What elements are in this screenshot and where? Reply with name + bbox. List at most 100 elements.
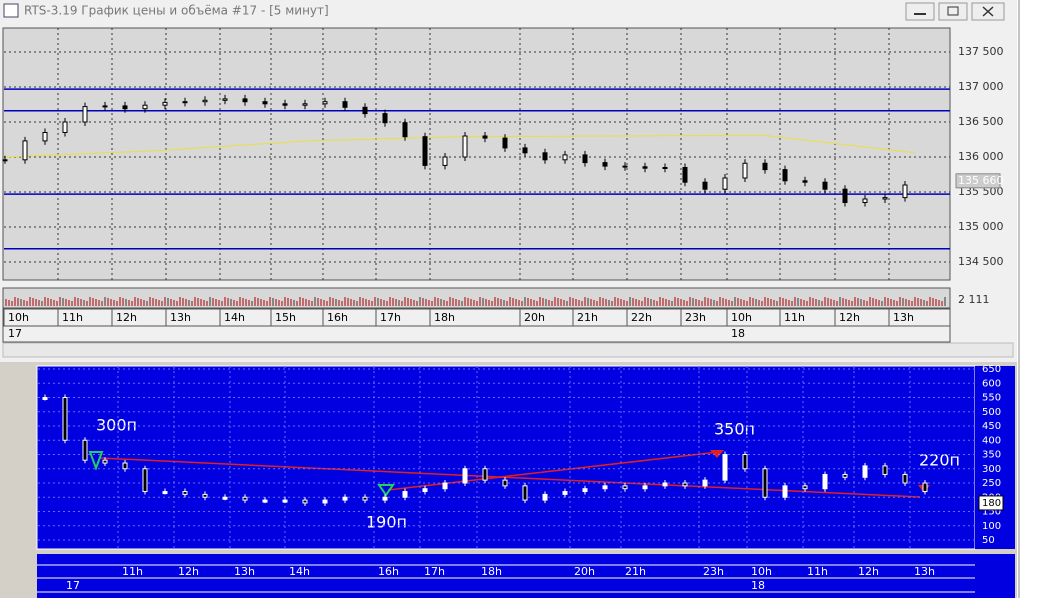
maximize-icon [947, 6, 959, 16]
candle [662, 167, 668, 169]
candle [42, 132, 48, 142]
bar [442, 482, 448, 490]
bar [762, 468, 768, 498]
y-tick-label: 137 500 [958, 45, 1004, 58]
bar [362, 496, 368, 501]
bar [602, 485, 608, 490]
candle [542, 152, 548, 161]
x-tick-label: 13h [893, 311, 914, 324]
bar [562, 491, 568, 495]
candle [202, 99, 208, 103]
candle [702, 181, 708, 190]
x-tick-label: 20h [574, 565, 595, 578]
x-tick-label: 23h [685, 311, 706, 324]
bar [922, 482, 928, 493]
candle [422, 136, 428, 166]
y-tick-label: 135 000 [958, 220, 1004, 233]
x-tick-label: 17h [380, 311, 401, 324]
spread-axis [975, 366, 1015, 549]
volume-label: 2 111 [958, 293, 990, 306]
x-tick-label: 20h [524, 311, 545, 324]
signal-marker [377, 484, 395, 497]
candle [102, 105, 108, 108]
y-tick-label: 136 000 [958, 150, 1004, 163]
x-tick-label: 15h [275, 311, 296, 324]
x-tick-label: 12h [178, 565, 199, 578]
bar [262, 499, 268, 503]
bar [662, 482, 668, 487]
candle [822, 181, 828, 190]
bar [82, 439, 88, 461]
candle [802, 180, 808, 183]
x-tick-label: 17h [424, 565, 445, 578]
candle [182, 101, 188, 104]
bar [802, 485, 808, 490]
date-label: 18 [751, 579, 765, 592]
spread-time-axis [37, 554, 1015, 598]
candle [842, 188, 848, 203]
bar [242, 496, 248, 501]
candle [462, 135, 468, 158]
x-tick-label: 23h [703, 565, 724, 578]
side-panel [1017, 0, 1041, 598]
candle [522, 147, 528, 154]
bar [422, 488, 428, 493]
candle [302, 103, 308, 106]
x-tick-label: 11h [62, 311, 83, 324]
annotation: 220п [919, 451, 960, 470]
annotation: 190п [366, 513, 407, 532]
bar [222, 496, 228, 500]
x-tick-label: 16h [327, 311, 348, 324]
last-price-box [955, 173, 1001, 189]
signal-marker [710, 450, 724, 458]
annotation: 300п [96, 416, 137, 435]
y-tick-label: 150 [982, 507, 1001, 518]
x-tick-label: 10h [731, 311, 752, 324]
x-tick-label: 11h [122, 565, 143, 578]
bar [42, 397, 48, 400]
x-tick-label: 16h [378, 565, 399, 578]
bar [882, 465, 888, 475]
y-tick-label: 300 [982, 464, 1001, 475]
y-tick-label: 500 [982, 407, 1001, 418]
last-price-label: 135 660 [958, 174, 1004, 187]
candle [242, 98, 248, 103]
last-value-label: 180 [982, 498, 1001, 509]
minimize-button[interactable] [905, 2, 935, 21]
bar [902, 473, 908, 484]
candle [262, 101, 268, 105]
candle [642, 166, 648, 169]
bar [622, 485, 628, 490]
candle [782, 169, 788, 182]
moving-average [4, 134, 916, 158]
maximize-button[interactable] [938, 2, 968, 21]
bar [722, 454, 728, 481]
candle [862, 198, 868, 203]
candle [282, 103, 288, 106]
candle [322, 101, 328, 105]
bar [302, 499, 308, 504]
x-tick-label: 22h [631, 311, 652, 324]
date-label: 17 [8, 327, 22, 340]
candle [562, 154, 568, 161]
y-tick-label: 134 500 [958, 255, 1004, 268]
bar [682, 482, 688, 487]
candle [722, 177, 728, 190]
bar [522, 485, 528, 501]
date-label: 18 [731, 327, 745, 340]
y-tick-label: 137 000 [958, 80, 1004, 93]
candle [602, 162, 608, 167]
x-tick-label: 21h [577, 311, 598, 324]
scrollbar[interactable] [2, 342, 1014, 358]
spread-plot [36, 365, 976, 550]
bar [862, 465, 868, 478]
y-tick-label: 400 [982, 435, 1001, 446]
price-plot [2, 27, 951, 281]
bar [542, 493, 548, 501]
bar [822, 473, 828, 490]
x-tick-label: 13h [914, 565, 935, 578]
bar [282, 499, 288, 503]
candle [582, 154, 588, 164]
y-tick-label: 450 [982, 421, 1001, 432]
